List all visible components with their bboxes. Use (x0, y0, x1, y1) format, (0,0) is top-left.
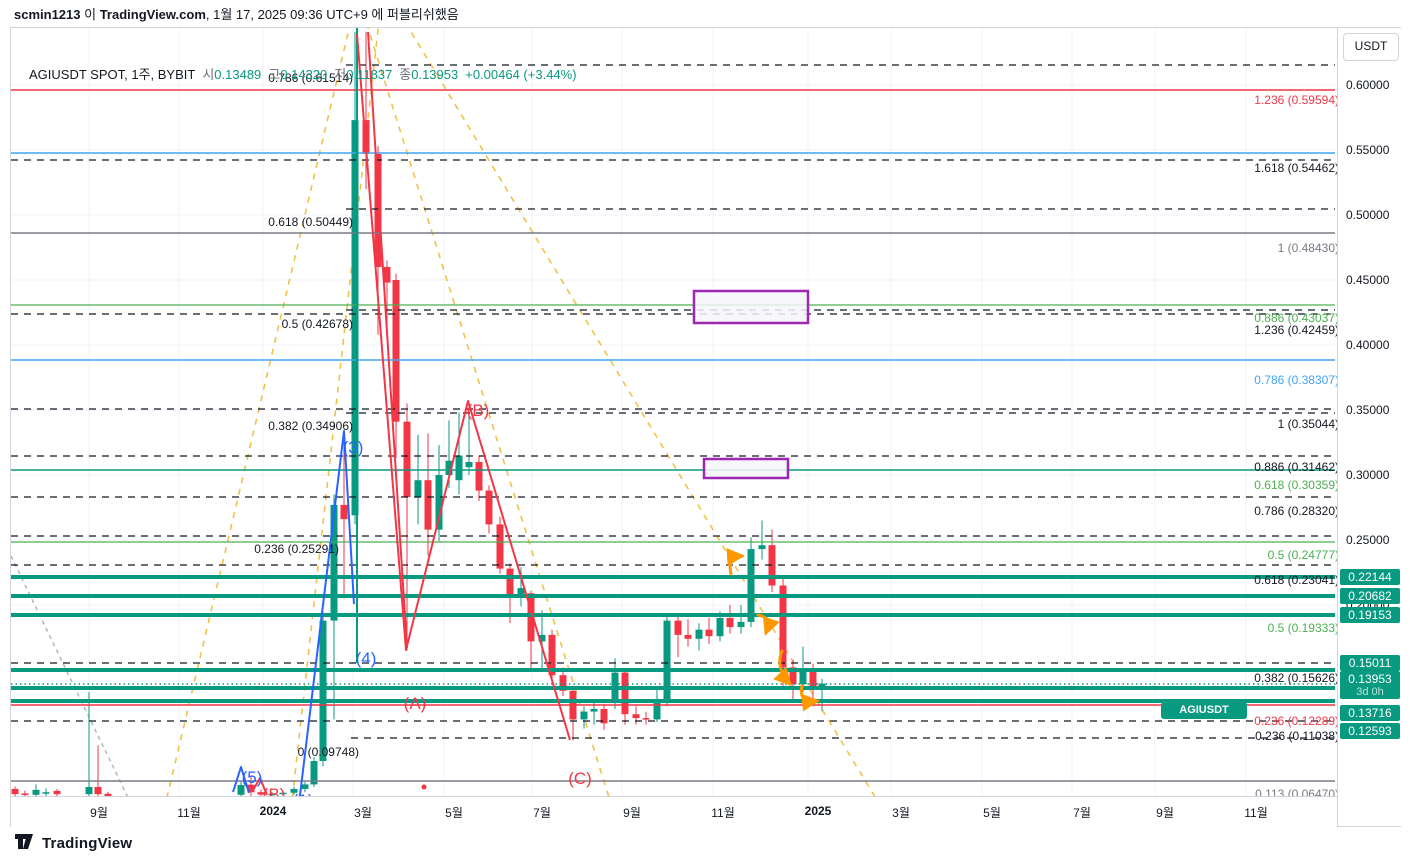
time-axis[interactable]: 9월 11월 2024 3월 5월 7월 9월 11월 2025 3월 5월 7월 9월 11월 (11, 796, 1337, 827)
fib-level-label: 0.5 (0.24777) (1267, 548, 1339, 562)
publisher-username[interactable]: scmin1213 (14, 7, 81, 22)
price-axis[interactable]: USDT 0.60000 0.55000 0.50000 0.45000 0.40000… (1337, 28, 1402, 826)
time-tick: 3월 (892, 806, 910, 820)
price-tick: 0.60000 (1346, 78, 1390, 92)
ohlc-value: 시0.13489 (202, 67, 262, 82)
level-price-badge: 0.12593 (1340, 723, 1400, 739)
chart-plot[interactable] (11, 28, 1400, 826)
tradingview-logo-icon[interactable] (14, 833, 36, 853)
time-tick: 7월 (1073, 806, 1091, 820)
time-tick: 11월 (177, 806, 201, 820)
fib-level-label: 0.5 (0.19333) (1267, 621, 1339, 635)
elliott-wave-label: (5) (241, 768, 263, 787)
fib-level-label: 0.5 (0.42678) (281, 317, 353, 331)
fib-level-label: 0.236 (0.12289) (1254, 714, 1339, 728)
fib-level-label: 1.618 (0.54462) (1254, 161, 1339, 175)
price-tick: 0.35000 (1346, 403, 1390, 417)
time-tick: 2024 (259, 804, 287, 818)
fib-level-label: 0 (0.09748) (297, 745, 359, 759)
time-tick: 9월 (1156, 806, 1174, 820)
fib-level-label: 0.618 (0.30359) (1254, 478, 1339, 492)
elliott-wave-label: (C) (568, 769, 592, 788)
fib-level-label: 0.786 (0.38307) (1254, 373, 1339, 387)
level-price-badge: 0.19153 (1340, 607, 1400, 623)
tradingview-link[interactable]: TradingView.com (99, 7, 206, 22)
ohlc-value: 저0.11837 (334, 67, 393, 82)
elliott-wave-label: (4) (355, 649, 377, 668)
time-tick: 5월 (445, 806, 463, 820)
publish-attribution: scmin1213 이 TradingView.com, 1월 17, 2025… (14, 7, 459, 22)
fib-level-label: 1.236 (0.42459) (1254, 323, 1339, 337)
price-tick: 0.50000 (1346, 208, 1390, 222)
fib-level-label: 0.886 (0.43037) (1254, 311, 1339, 325)
elliott-wave-label: (A) (403, 694, 427, 713)
fib-level-label: 0.618 (0.23041) (1254, 573, 1339, 587)
fib-level-label: 0.618 (0.50449) (268, 215, 353, 229)
time-tick: 5월 (983, 806, 1001, 820)
price-tick: 0.40000 (1346, 338, 1390, 352)
tradingview-wordmark[interactable]: TradingView (42, 834, 133, 852)
price-tick: 0.45000 (1346, 273, 1390, 287)
time-tick: 2025 (804, 804, 832, 818)
fib-level-label: 0.786 (0.28320) (1254, 504, 1339, 518)
ohlc-value: 종0.13953 (399, 67, 459, 82)
fib-level-label: 1.236 (0.59594) (1254, 93, 1339, 107)
fib-level-label: 0.886 (0.31462) (1254, 460, 1339, 474)
time-tick: 3월 (354, 806, 372, 820)
change-value: +0.00464 (+3.44%) (465, 67, 577, 82)
fib-level-label: 0.382 (0.15626) (1254, 671, 1339, 685)
price-tick: 0.30000 (1346, 468, 1390, 482)
symbol-price-label: AGIUSDT (1161, 702, 1247, 719)
price-tick: 0.25000 (1346, 533, 1390, 547)
time-tick: 9월 (623, 806, 641, 820)
level-price-badge: 0.15011 (1340, 655, 1400, 671)
level-price-badge: 0.13716 (1340, 705, 1400, 721)
elliott-wave-label: (3) (342, 438, 364, 457)
fib-level-label: 1 (0.35044) (1277, 417, 1339, 431)
fib-level-label: 0.236 (0.11038) (1255, 729, 1339, 743)
symbol-title[interactable]: AGIUSDT SPOT, 1주, BYBIT (29, 67, 196, 82)
fib-level-label: 1 (0.48430) (1277, 241, 1339, 255)
currency-toggle-button[interactable]: USDT (1343, 33, 1399, 61)
fib-level-label: 0.786 (0.61514) (268, 71, 353, 85)
ohlc-value: 고0.14320 (268, 67, 328, 82)
elliott-wave-label: (B) (466, 401, 490, 420)
current-price: 0.13953 (1348, 672, 1392, 686)
symbol-header: AGIUSDT SPOT, 1주, BYBIT 시0.13489 고0.14320 저… (29, 64, 577, 83)
price-tick: 0.55000 (1346, 143, 1390, 157)
bar-countdown: 3d 0h (1356, 686, 1384, 698)
time-tick: 11월 (711, 806, 735, 820)
footer: TradingView (14, 832, 132, 854)
time-tick: 9월 (90, 806, 108, 820)
current-price-badge: 0.13953 3d 0h (1340, 671, 1400, 699)
level-price-badge: 0.22144 (1340, 569, 1400, 585)
level-price-badge: 0.20682 (1340, 588, 1400, 604)
fib-level-label: 0.382 (0.34906) (268, 419, 353, 433)
fib-level-label: 0.236 (0.25291) (254, 542, 339, 556)
time-tick: 7월 (533, 806, 551, 820)
time-tick: 11월 (1244, 806, 1268, 820)
chart-card: 0.786 (0.61514) 0.618 (0.50449) 0.5 (0.426… (10, 27, 1402, 827)
